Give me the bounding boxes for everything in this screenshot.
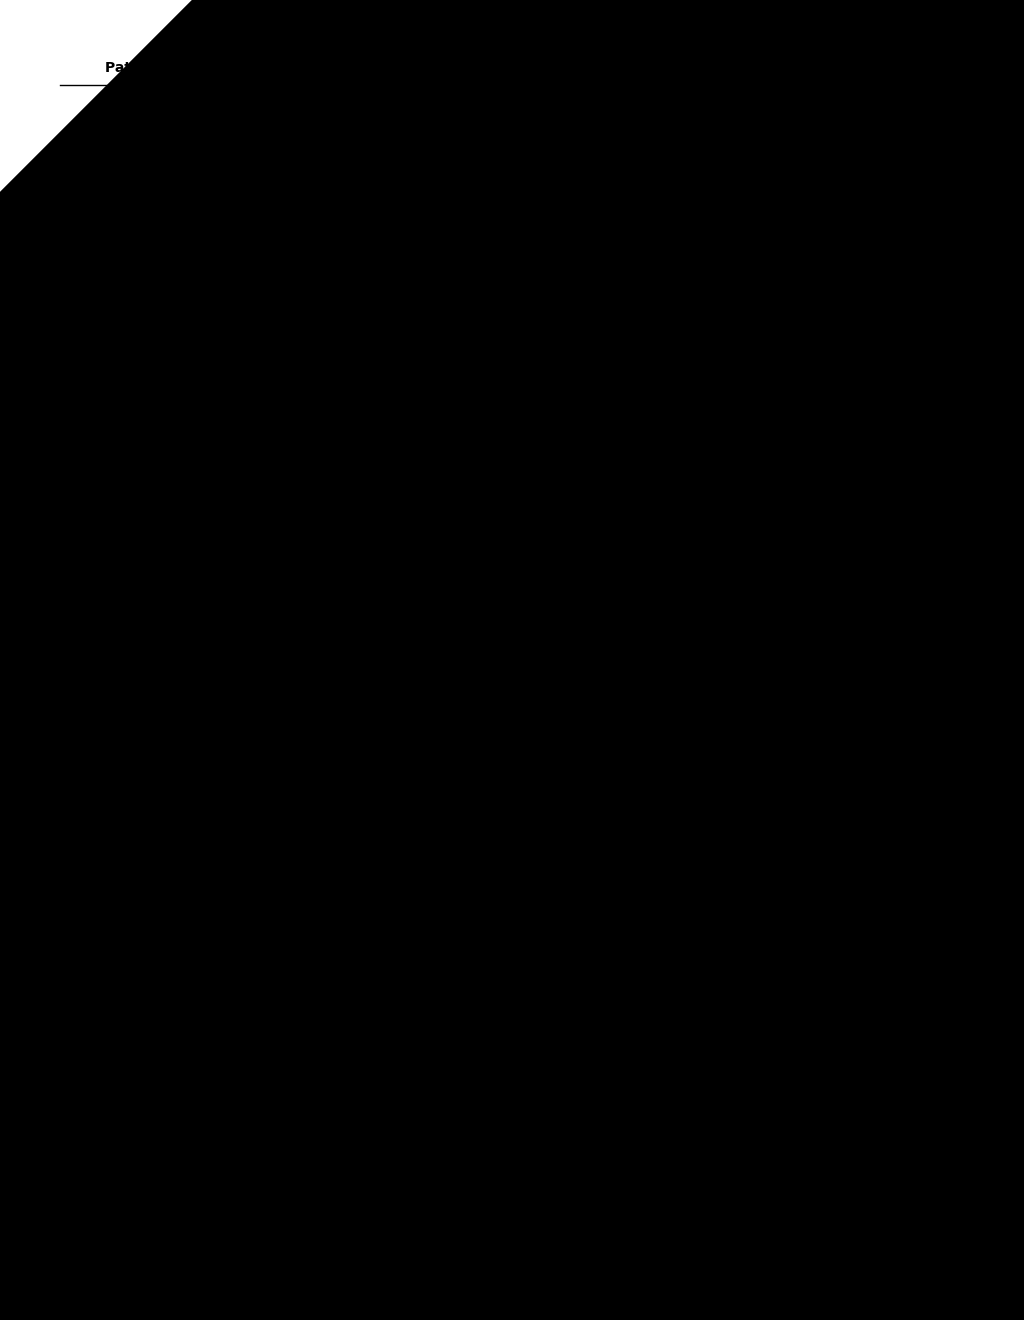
Bar (95, 487, 845, 506)
Text: INTAKE
PIPE
PRESSURE
SENSOR: INTAKE PIPE PRESSURE SENSOR (169, 1101, 230, 1159)
Text: ~507: ~507 (399, 693, 433, 706)
Bar (300, 1030, 312, 1048)
Bar (138, 1030, 150, 1048)
Text: ~514: ~514 (684, 936, 718, 949)
Bar (95, 531, 845, 725)
Text: ~508: ~508 (399, 766, 433, 779)
Text: / 515: / 515 (125, 870, 157, 883)
Text: ~505: ~505 (244, 614, 279, 627)
Bar (330, 1074, 460, 1185)
Text: 407~: 407~ (80, 1123, 115, 1137)
Bar (95, 730, 845, 830)
Text: ~ 509: ~ 509 (868, 490, 906, 503)
Bar (113, 1030, 125, 1048)
Bar (545, 205, 710, 445)
Bar (95, 487, 845, 506)
Text: ~ 510: ~ 510 (868, 329, 906, 342)
Bar (95, 190, 845, 480)
Text: Patent Application Publication: Patent Application Publication (105, 61, 343, 75)
Bar (340, 890, 525, 990)
Text: AIR
FLOW
SENSOR: AIR FLOW SENSOR (371, 1109, 419, 1151)
Bar (340, 1030, 352, 1048)
Text: / 516: / 516 (345, 870, 377, 883)
Text: APPLICATION
INLET PIPE
PRESSURE
PHYSICAL
VALUE
CALCULATION: APPLICATION INLET PIPE PRESSURE PHYSICAL… (161, 281, 243, 370)
Text: US 2012/0065810 A1: US 2012/0065810 A1 (720, 61, 884, 75)
Bar (163, 1030, 175, 1048)
Bar (80, 855, 860, 1030)
Bar (100, 870, 680, 1015)
Text: 504: 504 (615, 178, 639, 191)
Bar (120, 890, 305, 990)
Bar (95, 510, 845, 517)
Text: FILTER
PROCESS
#1: FILTER PROCESS #1 (153, 598, 208, 642)
Text: FILTER
PROCESS
#2: FILTER PROCESS #2 (317, 598, 373, 642)
Text: 502: 502 (190, 178, 214, 191)
Text: 501: 501 (868, 183, 892, 197)
Bar (113, 1074, 288, 1185)
Text: ~ 511: ~ 511 (868, 620, 906, 634)
Text: ~ 513: ~ 513 (868, 936, 906, 949)
Text: FUEL
INJECTION
QUANTITY
CALCULATION: FUEL INJECTION QUANTITY CALCULATION (586, 296, 668, 354)
Text: ~ 512: ~ 512 (868, 774, 906, 787)
Text: ~506: ~506 (409, 614, 443, 627)
Text: Mar. 15, 2012  Sheet 5 of 11: Mar. 15, 2012 Sheet 5 of 11 (430, 61, 651, 75)
Text: A/D CONVERTER
CH2: A/D CONVERTER CH2 (381, 927, 483, 954)
Bar (110, 205, 295, 445)
Text: 503: 503 (406, 178, 429, 191)
Text: A/D CONVERTER
CONTROL DRIVER: A/D CONVERTER CONTROL DRIVER (243, 758, 347, 785)
Text: FIG.5: FIG.5 (397, 129, 463, 150)
Text: ~408: ~408 (464, 1123, 499, 1137)
Bar (80, 176, 860, 845)
Text: APPLICATION
INLET FLOW
PHYSICAL
VALUE
CALCULATION: APPLICATION INLET FLOW PHYSICAL VALUE CA… (376, 289, 458, 362)
Text: 517~: 517~ (80, 1048, 115, 1061)
Bar (330, 205, 505, 445)
Text: A/D SIGNAL GROUP
CONTROL UNIT: A/D SIGNAL GROUP CONTROL UNIT (239, 686, 352, 714)
Text: A/D CONVERTER
CH1: A/D CONVERTER CH1 (161, 927, 263, 954)
